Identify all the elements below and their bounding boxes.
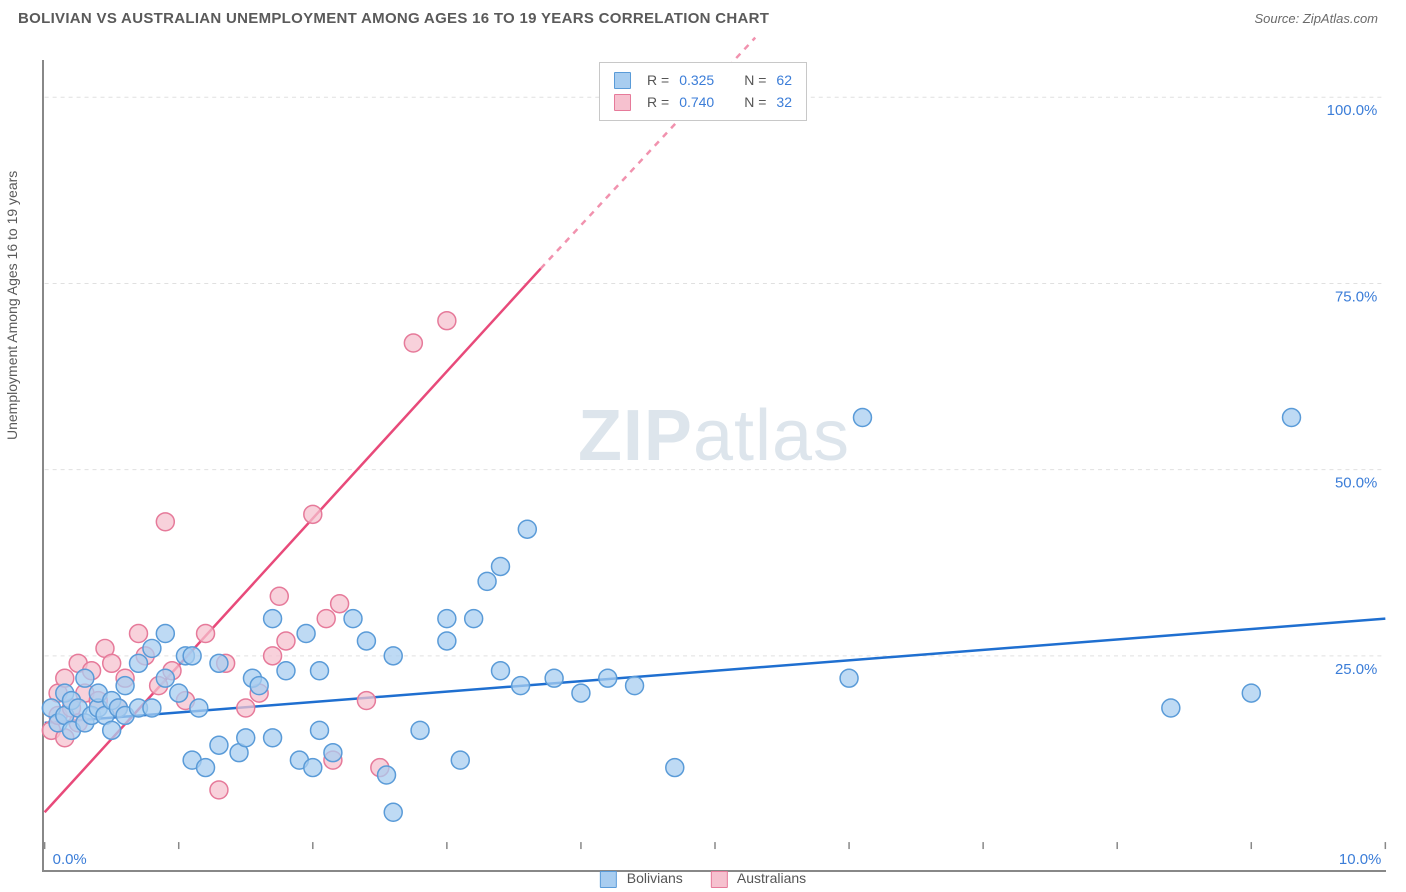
scatter-plot: 25.0% 50.0% 75.0% 100.0% 0.0% 10.0% (42, 60, 1386, 872)
chart-container: 25.0%50.0%75.0%100.0%0.0%10.0% ZIPatlas (42, 60, 1386, 844)
r-label: R = (647, 69, 669, 91)
swatch-australians-icon (711, 871, 728, 888)
n-label: N = (744, 69, 766, 91)
svg-text:0.0%: 0.0% (53, 851, 87, 868)
swatch-australians-icon (614, 94, 631, 111)
correlation-legend: R = 0.325 N = 62 R = 0.740 N = 32 (599, 62, 807, 121)
legend-item-bolivians: Bolivians (600, 870, 683, 888)
legend-row-australians: R = 0.740 N = 32 (614, 91, 792, 113)
y-axis-label: Unemployment Among Ages 16 to 19 years (4, 171, 20, 440)
chart-title: BOLIVIAN VS AUSTRALIAN UNEMPLOYMENT AMON… (18, 10, 769, 27)
svg-text:100.0%: 100.0% (1327, 102, 1378, 119)
legend-item-australians: Australians (711, 870, 806, 888)
n-value-bolivians: 62 (776, 69, 792, 91)
svg-text:25.0%: 25.0% (1335, 661, 1377, 678)
n-value-australians: 32 (776, 91, 792, 113)
swatch-bolivians-icon (600, 871, 617, 888)
legend-label-australians: Australians (737, 870, 806, 886)
swatch-bolivians-icon (614, 72, 631, 89)
legend-row-bolivians: R = 0.325 N = 62 (614, 69, 792, 91)
legend-label-bolivians: Bolivians (627, 870, 683, 886)
r-value-australians: 0.740 (679, 91, 714, 113)
n-label: N = (744, 91, 766, 113)
r-label: R = (647, 91, 669, 113)
svg-text:50.0%: 50.0% (1335, 475, 1377, 492)
series-legend: Bolivians Australians (600, 870, 806, 888)
svg-text:75.0%: 75.0% (1335, 288, 1377, 305)
r-value-bolivians: 0.325 (679, 69, 714, 91)
svg-text:10.0%: 10.0% (1339, 851, 1381, 868)
source-label: Source: ZipAtlas.com (1254, 11, 1378, 26)
